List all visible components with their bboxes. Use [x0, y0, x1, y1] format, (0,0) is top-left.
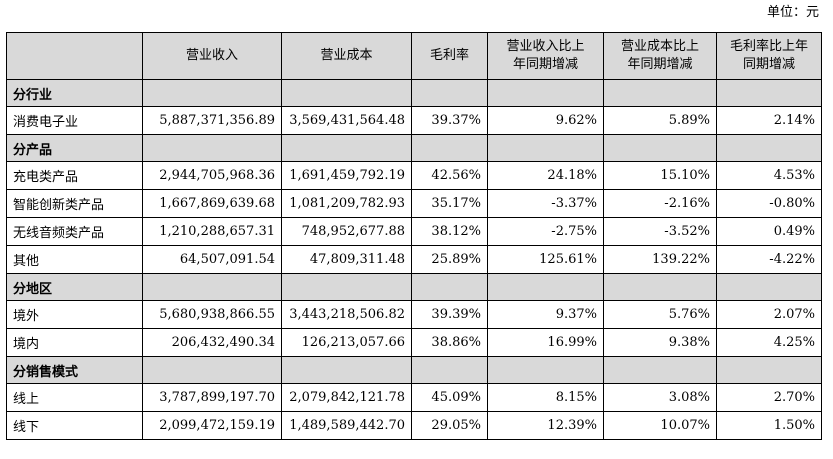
table-row: 线下 2,099,472,159.19 1,489,589,442.70 29.… [6, 411, 822, 440]
cost-yoy-cell: 3.08% [603, 383, 717, 412]
margin-cell: 29.05% [411, 411, 488, 440]
header-cost-yoy-line1: 营业成本比上 [620, 39, 699, 54]
table-row: 境内 206,432,490.34 126,213,057.66 38.86% … [6, 328, 822, 357]
margin-yoy-cell: 4.53% [716, 161, 822, 190]
margin-yoy-cell: 0.49% [716, 217, 822, 246]
header-margin-yoy-line1: 毛利率比上年 [729, 39, 808, 54]
table-row: 境外 5,680,938,866.55 3,443,218,506.82 39.… [6, 300, 822, 329]
revenue-cell: 2,099,472,159.19 [142, 411, 282, 440]
header-cost-yoy-line2: 年同期增减 [627, 57, 693, 72]
cost-yoy-cell: -3.52% [603, 217, 717, 246]
margin-yoy-cell: -4.22% [716, 245, 822, 274]
header-revenue-yoy-line1: 营业收入比上 [506, 39, 585, 54]
cost-yoy-cell: 10.07% [603, 411, 717, 440]
revenue-cell: 3,787,899,197.70 [142, 383, 282, 412]
section-title: 分行业 [6, 79, 143, 107]
margin-yoy-cell: 2.07% [716, 300, 822, 329]
revenue-yoy-cell: 9.62% [487, 106, 604, 135]
table-row: 智能创新类产品 1,667,869,639.68 1,081,209,782.9… [6, 189, 822, 218]
row-label: 消费电子业 [6, 106, 143, 135]
cost-cell: 2,079,842,121.78 [281, 383, 412, 412]
header-cost: 营业成本 [281, 32, 412, 80]
section-title: 分销售模式 [6, 356, 143, 384]
header-corner-cell [6, 32, 143, 80]
section-row: 分销售模式 [6, 356, 822, 384]
cost-cell: 1,691,459,792.19 [281, 161, 412, 190]
margin-yoy-cell: 4.25% [716, 328, 822, 357]
margin-yoy-cell: 2.14% [716, 106, 822, 135]
margin-cell: 38.86% [411, 328, 488, 357]
section-row: 分行业 [6, 79, 822, 107]
margin-cell: 39.37% [411, 106, 488, 135]
cost-cell: 1,081,209,782.93 [281, 189, 412, 218]
revenue-cell: 5,887,371,356.89 [142, 106, 282, 135]
revenue-breakdown-table: 营业收入 营业成本 毛利率 营业收入比上 年同期增减 营业成本比上 年同期增减 毛利… [6, 32, 822, 440]
header-revenue-yoy-line2: 年同期增减 [512, 57, 578, 72]
revenue-yoy-cell: 8.15% [487, 383, 604, 412]
header-margin: 毛利率 [411, 32, 488, 80]
margin-cell: 25.89% [411, 245, 488, 274]
cost-yoy-cell: 139.22% [603, 245, 717, 274]
header-revenue-yoy: 营业收入比上 年同期增减 [487, 32, 604, 80]
revenue-cell: 5,680,938,866.55 [142, 300, 282, 329]
margin-cell: 45.09% [411, 383, 488, 412]
margin-cell: 39.39% [411, 300, 488, 329]
row-label: 境内 [6, 328, 143, 357]
row-label: 境外 [6, 300, 143, 329]
cost-yoy-cell: 5.76% [603, 300, 717, 329]
section-title: 分地区 [6, 273, 143, 301]
cost-yoy-cell: 9.38% [603, 328, 717, 357]
table-row: 线上 3,787,899,197.70 2,079,842,121.78 45.… [6, 383, 822, 412]
header-margin-yoy-line2: 同期增减 [742, 57, 795, 72]
revenue-yoy-cell: 16.99% [487, 328, 604, 357]
row-label: 智能创新类产品 [6, 189, 143, 218]
revenue-yoy-cell: 125.61% [487, 245, 604, 274]
revenue-yoy-cell: 12.39% [487, 411, 604, 440]
section-row: 分产品 [6, 134, 822, 162]
cost-yoy-cell: 5.89% [603, 106, 717, 135]
revenue-cell: 1,210,288,657.31 [142, 217, 282, 246]
row-label: 无线音频类产品 [6, 217, 143, 246]
margin-cell: 42.56% [411, 161, 488, 190]
cost-cell: 47,809,311.48 [281, 245, 412, 274]
row-label: 线上 [6, 383, 143, 412]
cost-cell: 1,489,589,442.70 [281, 411, 412, 440]
revenue-cell: 2,944,705,968.36 [142, 161, 282, 190]
revenue-cell: 206,432,490.34 [142, 328, 282, 357]
table-row: 充电类产品 2,944,705,968.36 1,691,459,792.19 … [6, 161, 822, 190]
cost-cell: 3,443,218,506.82 [281, 300, 412, 329]
header-cost-yoy: 营业成本比上 年同期增减 [603, 32, 717, 80]
revenue-yoy-cell: -2.75% [487, 217, 604, 246]
unit-note: 单位：元 [766, 5, 819, 20]
table-row: 无线音频类产品 1,210,288,657.31 748,952,677.88 … [6, 217, 822, 246]
header-margin-yoy: 毛利率比上年 同期增减 [716, 32, 822, 80]
cost-cell: 748,952,677.88 [281, 217, 412, 246]
row-label: 其他 [6, 245, 143, 274]
table-row: 消费电子业 5,887,371,356.89 3,569,431,564.48 … [6, 106, 822, 135]
cost-yoy-cell: 15.10% [603, 161, 717, 190]
row-label: 充电类产品 [6, 161, 143, 190]
cost-yoy-cell: -2.16% [603, 189, 717, 218]
revenue-yoy-cell: -3.37% [487, 189, 604, 218]
section-title: 分产品 [6, 134, 143, 162]
revenue-cell: 1,667,869,639.68 [142, 189, 282, 218]
revenue-cell: 64,507,091.54 [142, 245, 282, 274]
section-row: 分地区 [6, 273, 822, 301]
margin-yoy-cell: 1.50% [716, 411, 822, 440]
table-row: 其他 64,507,091.54 47,809,311.48 25.89% 12… [6, 245, 822, 274]
cost-cell: 3,569,431,564.48 [281, 106, 412, 135]
margin-yoy-cell: 2.70% [716, 383, 822, 412]
cost-cell: 126,213,057.66 [281, 328, 412, 357]
table-header-row: 营业收入 营业成本 毛利率 营业收入比上 年同期增减 营业成本比上 年同期增减 毛利… [6, 32, 822, 80]
margin-cell: 35.17% [411, 189, 488, 218]
revenue-yoy-cell: 24.18% [487, 161, 604, 190]
margin-yoy-cell: -0.80% [716, 189, 822, 218]
header-revenue: 营业收入 [142, 32, 282, 80]
revenue-yoy-cell: 9.37% [487, 300, 604, 329]
margin-cell: 38.12% [411, 217, 488, 246]
row-label: 线下 [6, 411, 143, 440]
